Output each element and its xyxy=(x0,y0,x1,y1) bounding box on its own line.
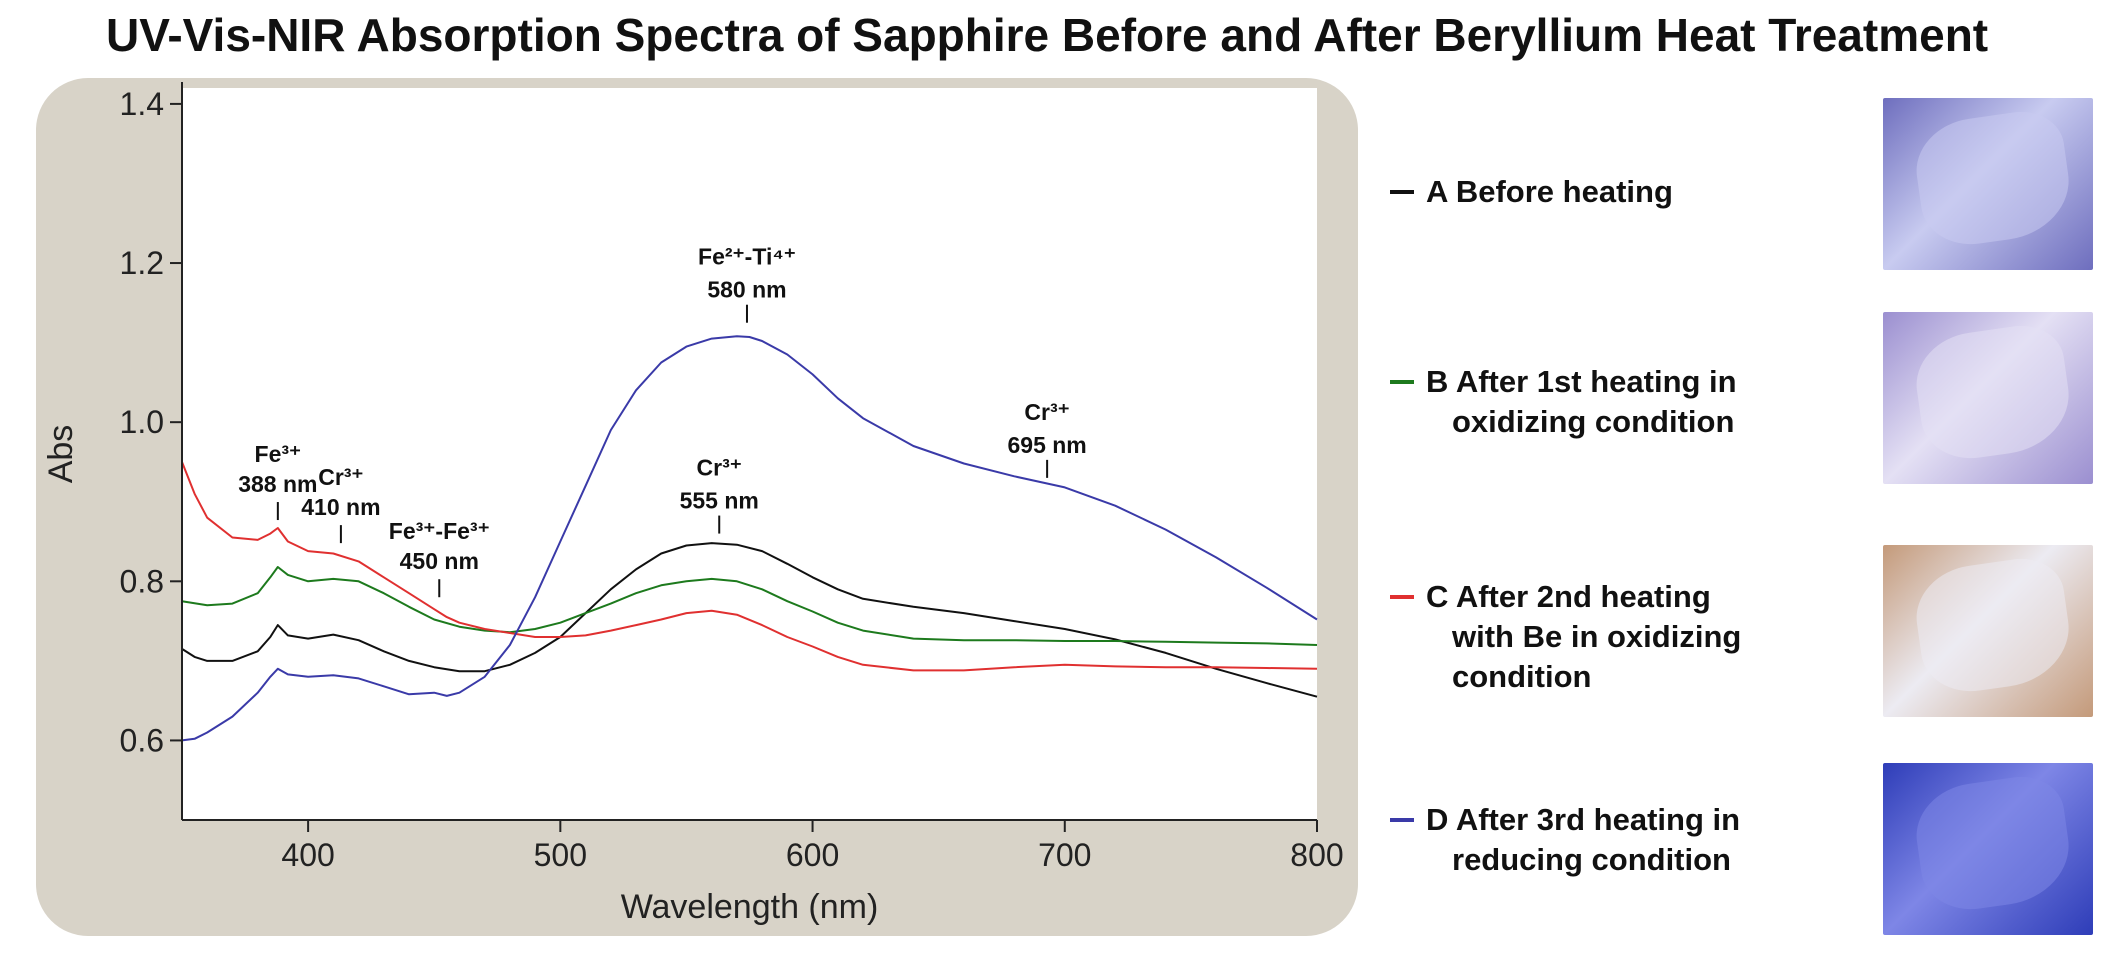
sample-facet xyxy=(1910,320,2076,465)
sample-facet xyxy=(1910,106,2076,251)
sample-image-a xyxy=(1883,98,2093,270)
legend-label-cont: condition xyxy=(1452,659,1592,694)
legend-label: D After 3rd heating in xyxy=(1426,802,1741,837)
annotation-label: Cr³⁺ 555 nm xyxy=(680,455,759,514)
series-line-c xyxy=(181,461,1318,672)
legend-label: C After 2nd heating xyxy=(1426,579,1711,614)
annotation-label: Cr³⁺ 410 nm xyxy=(301,464,380,520)
y-tick-label: 1.0 xyxy=(120,404,164,440)
legend-item-b: B After 1st heating in oxidizing conditio… xyxy=(1390,362,1737,442)
x-tick-label: 800 xyxy=(1290,837,1343,873)
legend-swatch xyxy=(1390,817,1414,822)
series-line-b xyxy=(181,566,1318,646)
legend-label-cont: oxidizing condition xyxy=(1452,404,1735,439)
y-tick-label: 0.8 xyxy=(120,563,164,599)
legend-swatch xyxy=(1390,189,1414,194)
annotation-label: Fe³⁺-Fe³⁺ 450 nm xyxy=(389,518,490,574)
sample-facet xyxy=(1910,771,2076,916)
legend-item-d: D After 3rd heating in reducing condition xyxy=(1390,800,1740,880)
legend-swatch xyxy=(1390,594,1414,599)
sample-image-b xyxy=(1883,312,2093,484)
sample-image-c xyxy=(1883,545,2093,717)
x-axis-title: Wavelength (nm) xyxy=(621,888,879,926)
legend-label: A Before heating xyxy=(1426,174,1673,209)
series-line-d xyxy=(181,335,1318,742)
y-tick-label: 1.2 xyxy=(120,245,164,281)
series-line-a xyxy=(181,542,1318,698)
legend-label: B After 1st heating in xyxy=(1426,364,1737,399)
annotation-label: Cr³⁺ 695 nm xyxy=(1007,399,1086,458)
y-axis-title: Abs xyxy=(42,425,80,484)
legend-swatch xyxy=(1390,379,1414,384)
y-tick-label: 1.4 xyxy=(120,86,164,122)
sample-facet xyxy=(1910,553,2076,698)
figure-title: UV-Vis-NIR Absorption Spectra of Sapphir… xyxy=(106,9,1989,61)
legend-item-c: C After 2nd heating with Be in oxidizing c… xyxy=(1390,577,1741,697)
plot-area xyxy=(182,88,1317,820)
legend-label-cont: reducing condition xyxy=(1452,842,1731,877)
x-tick-label: 500 xyxy=(534,837,587,873)
series-layer xyxy=(181,335,1318,742)
annotation-label: Fe³⁺ 388 nm xyxy=(238,441,317,497)
axes-layer: 0.6 0.8 1.0 1.2 1.4 400 500 600 700 800 Wavelength… xyxy=(42,82,1344,926)
x-tick-label: 600 xyxy=(786,837,839,873)
annotation-label: Fe²⁺-Ti⁴⁺ 580 nm xyxy=(698,244,796,303)
y-tick-label: 0.6 xyxy=(120,722,164,758)
legend-label-cont: with Be in oxidizing xyxy=(1452,619,1742,654)
legend-item-a: A Before heating xyxy=(1390,172,1673,212)
x-tick-label: 700 xyxy=(1038,837,1091,873)
x-tick-label: 400 xyxy=(281,837,334,873)
sample-image-d xyxy=(1883,763,2093,935)
